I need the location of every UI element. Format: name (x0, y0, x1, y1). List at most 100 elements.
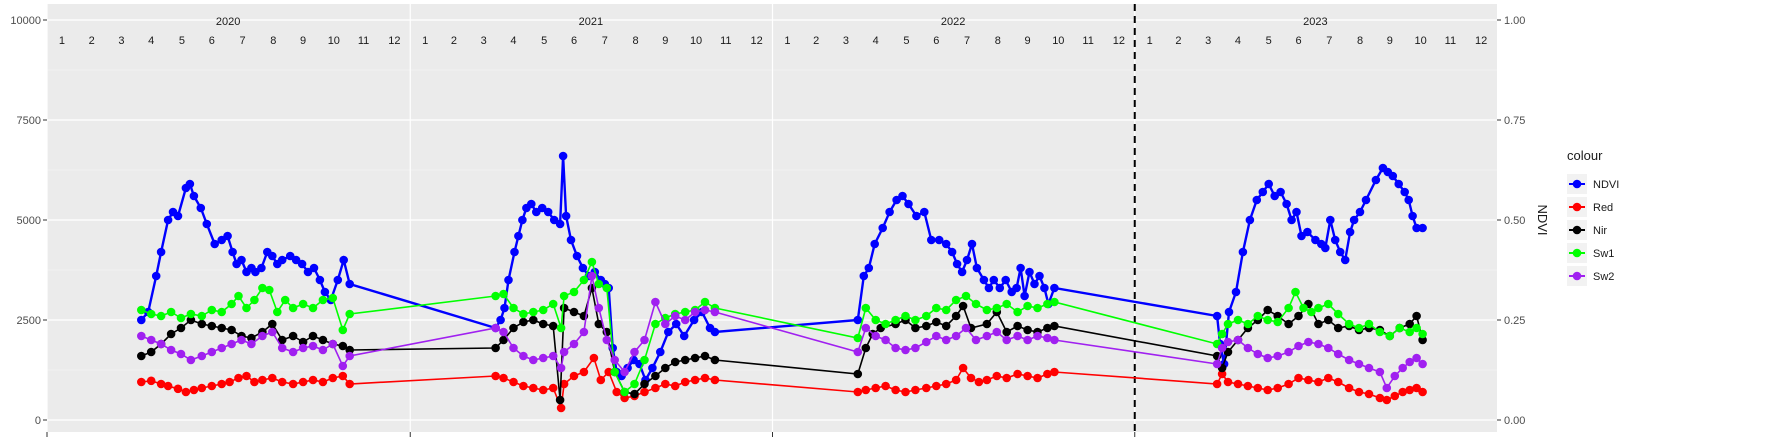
data-point-sw1 (298, 299, 308, 309)
data-point-red (242, 371, 251, 381)
data-point-sw2 (901, 345, 910, 355)
data-point-red (1375, 393, 1385, 403)
data-point-ndvi (656, 347, 665, 357)
data-point-ndvi (979, 275, 989, 285)
data-point-nir (277, 335, 287, 345)
data-point-nir (499, 335, 508, 345)
data-point-red (1284, 379, 1293, 389)
y2-tick-label: 0.00 (1504, 415, 1525, 427)
data-point-red (1050, 367, 1059, 377)
data-point-red (911, 385, 920, 395)
data-point-nir (1294, 311, 1303, 321)
data-point-nir (197, 319, 207, 329)
data-point-ndvi (671, 319, 681, 329)
data-point-nir (176, 323, 186, 333)
data-point-sw2 (268, 327, 277, 337)
data-point-sw1 (491, 291, 500, 301)
data-point-sw2 (640, 335, 649, 345)
data-point-sw1 (1233, 315, 1243, 325)
data-point-ndvi (510, 247, 519, 257)
data-point-sw2 (217, 343, 226, 353)
data-point-sw2 (569, 339, 579, 349)
data-point-sw1 (982, 305, 992, 315)
month-label: 11 (1082, 35, 1093, 47)
data-point-ndvi (853, 315, 863, 325)
y-tick-label: 2500 (17, 315, 41, 327)
data-point-sw1 (345, 309, 355, 319)
data-point-sw2 (992, 327, 1002, 337)
data-point-sw2 (318, 345, 328, 355)
data-point-red (298, 377, 308, 387)
data-point-ndvi (952, 259, 962, 269)
data-point-sw2 (156, 339, 166, 349)
data-point-nir (288, 331, 298, 341)
data-point-sw1 (509, 303, 518, 313)
data-point-ndvi (315, 275, 325, 285)
data-point-sw2 (1217, 343, 1227, 353)
data-point-ndvi (1001, 275, 1010, 285)
legend-key-point-red (1572, 202, 1582, 212)
month-label: 3 (843, 35, 849, 47)
data-point-red (499, 373, 508, 383)
data-point-red (589, 353, 599, 363)
data-point-nir (958, 301, 968, 311)
month-label: 2 (89, 35, 95, 47)
data-point-ndvi (995, 283, 1005, 293)
data-point-sw2 (1390, 371, 1400, 381)
data-point-sw2 (491, 323, 500, 333)
data-point-sw2 (186, 355, 196, 365)
data-point-nir (1418, 335, 1427, 345)
data-point-sw1 (610, 367, 619, 377)
data-point-ndvi (223, 231, 232, 241)
data-point-sw1 (1217, 329, 1227, 339)
data-point-sw2 (1233, 335, 1243, 345)
data-point-sw1 (186, 309, 196, 319)
data-point-red (258, 375, 267, 385)
data-point-sw1 (871, 315, 880, 325)
data-point-red (640, 387, 649, 397)
data-point-sw1 (620, 387, 629, 397)
data-point-ndvi (1020, 291, 1029, 301)
data-point-red (217, 379, 226, 389)
data-point-sw2 (227, 339, 236, 349)
data-point-sw1 (951, 295, 961, 305)
data-point-sw1 (1263, 315, 1272, 325)
data-point-sw2 (602, 335, 612, 345)
data-point-ndvi (1252, 195, 1262, 205)
data-point-red (250, 377, 259, 387)
data-point-red (277, 377, 287, 387)
data-point-ndvi (257, 263, 266, 273)
data-point-nir (1002, 327, 1011, 337)
data-point-sw1 (1291, 287, 1300, 297)
data-point-sw2 (861, 323, 871, 333)
data-point-sw1 (1050, 297, 1059, 307)
data-point-sw1 (922, 311, 931, 321)
data-point-nir (951, 311, 961, 321)
data-point-nir (217, 323, 226, 333)
data-point-red (1212, 379, 1222, 389)
data-point-sw1 (166, 307, 176, 317)
data-point-ndvi (1303, 227, 1312, 237)
data-point-sw2 (548, 351, 558, 361)
data-point-nir (1023, 325, 1032, 335)
data-point-sw1 (338, 325, 348, 335)
data-point-red (1418, 387, 1427, 397)
month-label: 5 (1266, 35, 1272, 47)
data-point-sw1 (700, 297, 710, 307)
data-point-red (661, 379, 670, 389)
data-point-nir (247, 333, 256, 343)
data-point-sw1 (328, 293, 338, 303)
data-point-sw1 (234, 291, 243, 301)
data-point-sw2 (680, 315, 690, 325)
data-point-sw1 (1223, 319, 1233, 329)
data-point-nir (207, 321, 217, 331)
data-point-ndvi (185, 179, 195, 189)
data-point-red (604, 367, 613, 377)
data-point-nir (519, 317, 528, 327)
data-point-ndvi (558, 151, 568, 161)
data-point-sw1 (961, 291, 971, 301)
data-point-nir (146, 347, 156, 357)
month-label: 12 (1475, 35, 1487, 47)
data-point-sw2 (137, 331, 146, 341)
data-point-sw2 (1273, 351, 1282, 361)
